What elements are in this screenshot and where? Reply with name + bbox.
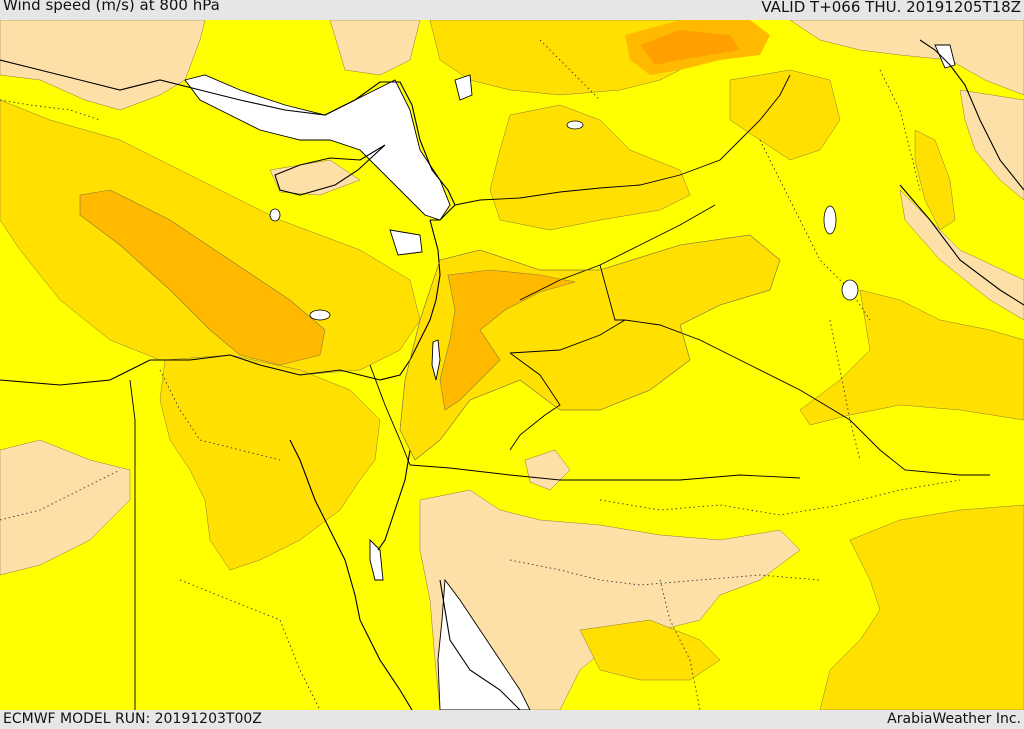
map-title: Wind speed (m/s) at 800 hPa <box>3 0 220 14</box>
internal-saudi-c <box>659 579 701 710</box>
coast-levant <box>379 219 441 381</box>
dead-sea <box>431 339 441 381</box>
coast-gulf <box>899 184 1024 306</box>
mid-wind-east-med-long <box>0 99 421 376</box>
coast-caspian <box>919 39 1024 191</box>
coastlines <box>0 39 1024 710</box>
moderate-wind-areas <box>0 20 1024 710</box>
internal-egypt-c <box>179 579 321 710</box>
sea-areas <box>184 44 956 710</box>
mid-wind-egypt-east <box>159 354 381 571</box>
high-wind-east-med <box>80 190 325 365</box>
aegean-sea <box>184 74 451 221</box>
high-wind-levant <box>440 270 575 410</box>
mid-wind-lower-band <box>579 619 721 681</box>
coast-sinai-east <box>377 449 411 551</box>
mid-wind-iran-gulf <box>799 289 1024 426</box>
border-jordan-iraq <box>599 264 990 476</box>
border-jordan-south <box>509 352 561 451</box>
coast-anatolia <box>0 59 456 221</box>
political-borders <box>129 74 990 710</box>
border-jordan-saudi <box>509 319 626 354</box>
internal-turkey <box>539 39 601 101</box>
mid-wind-syria-iraq <box>489 104 691 231</box>
contour-levant <box>439 269 576 411</box>
internal-egypt-b <box>0 469 121 521</box>
coast-sinai-west <box>289 439 413 710</box>
border-sinai <box>369 364 411 466</box>
internal-balkan <box>0 99 101 121</box>
caspian-sea-west <box>934 44 956 69</box>
model-run: ECMWF MODEL RUN: 20191203T00Z <box>3 711 262 727</box>
low-wind-cyprus-region <box>269 159 361 196</box>
contour-lines <box>79 189 781 461</box>
low-wind-arabia-west <box>419 489 801 710</box>
lake-tuz <box>309 309 331 321</box>
mid-wind-arabia-south <box>819 504 1024 710</box>
lake-urmia <box>823 205 837 235</box>
low-wind-balkans <box>0 20 206 111</box>
low-wind-zagros <box>899 189 1024 321</box>
low-wind-areas <box>0 20 1024 710</box>
low-wind-west-egypt <box>0 439 131 576</box>
internal-iran-b <box>829 319 861 461</box>
mid-wind-north-iraq <box>729 69 841 161</box>
internal-iraq <box>759 139 871 321</box>
islands <box>269 120 859 321</box>
wind-speed-map <box>0 20 1024 710</box>
coast-arabia-redsea <box>439 579 521 710</box>
lake-small-b <box>269 208 281 222</box>
red-sea-north <box>437 578 531 710</box>
lake-sea-small <box>389 229 423 256</box>
gulf-of-suez <box>369 538 384 581</box>
lake-van <box>566 120 584 130</box>
map-header: Wind speed (m/s) at 800 hPa VALID T+066 … <box>0 0 1024 20</box>
border-turkey-syria <box>454 74 791 206</box>
contour-jordan <box>399 234 781 461</box>
low-wind-turkey-north <box>329 20 421 76</box>
coast-cyprus <box>274 144 386 196</box>
max-wind-core <box>640 30 740 65</box>
internal-saudi-a <box>509 559 821 586</box>
black-sea-east <box>454 74 473 101</box>
coast-egypt-north <box>0 354 381 386</box>
border-egypt-libya <box>129 379 136 710</box>
map-footer: ECMWF MODEL RUN: 20191203T00Z ArabiaWeat… <box>0 710 1024 729</box>
border-syria-iraq <box>519 204 716 301</box>
contour-east-med <box>79 189 326 366</box>
lake-small-a <box>841 279 859 301</box>
mid-wind-south-iran <box>914 129 956 231</box>
valid-time: VALID T+066 THU. 20191205T18Z <box>761 0 1021 16</box>
border-saudi-north <box>409 464 801 481</box>
credit: ArabiaWeather Inc. <box>887 711 1021 727</box>
internal-boundaries <box>0 39 961 710</box>
internal-egypt-a <box>159 369 281 461</box>
